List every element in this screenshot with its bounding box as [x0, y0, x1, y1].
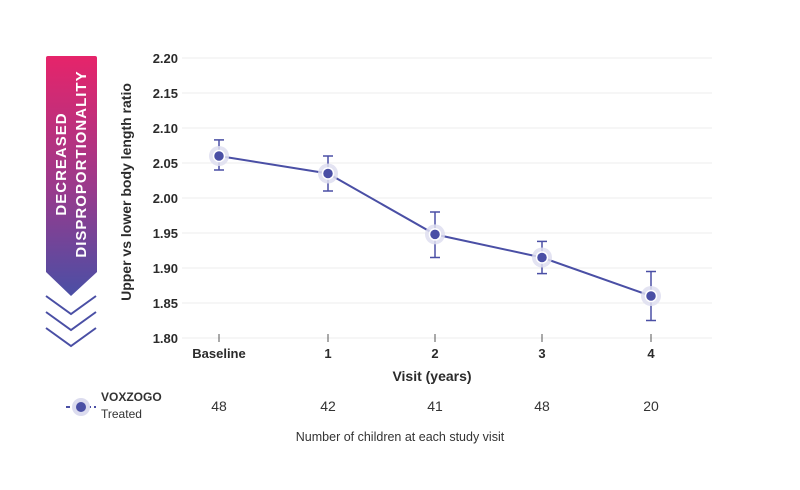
count-visit-4: 20 — [643, 398, 659, 414]
x-tick-label: Baseline — [192, 346, 245, 361]
y-tick-label: 2.15 — [153, 86, 178, 101]
y-tick-labels: 1.80 1.85 1.90 1.95 2.00 2.05 2.10 2.15 2.20 — [153, 51, 178, 346]
y-tick-label: 1.80 — [153, 331, 178, 346]
count-visit-1: 42 — [320, 398, 336, 414]
data-point — [535, 251, 549, 264]
arrow-body — [46, 56, 97, 296]
x-tick-label: 4 — [647, 346, 655, 361]
y-tick-label: 1.90 — [153, 261, 178, 276]
legend-label-line1: VOXZOGO — [101, 390, 162, 404]
decrease-arrow: DECREASED DISPROPORTIONALITY — [45, 56, 97, 348]
y-tick-label: 2.05 — [153, 156, 178, 171]
y-tick-label: 2.20 — [153, 51, 178, 66]
y-tick-label: 2.00 — [153, 191, 178, 206]
grid-lines — [182, 57, 712, 339]
chevron-down-icon — [45, 295, 97, 316]
count-visit-2: 41 — [427, 398, 443, 414]
counts-caption: Number of children at each study visit — [295, 430, 505, 444]
legend-marker — [76, 402, 86, 412]
data-point — [212, 149, 226, 163]
arrow-label-line2: DISPROPORTIONALITY — [73, 70, 90, 257]
counts-row: 48 42 41 48 20 — [0, 398, 800, 418]
legend-label-line2: Treated — [101, 407, 142, 421]
data-point — [644, 289, 658, 303]
count-visit-3: 48 — [534, 398, 550, 414]
y-tick-label: 1.95 — [153, 226, 178, 241]
y-tick-label: 2.10 — [153, 121, 178, 136]
x-axis-label: Visit (years) — [392, 368, 471, 384]
chevron-down-icon — [45, 311, 97, 332]
legend: VOXZOGO Treated — [66, 390, 162, 421]
chevron-down-icon — [45, 327, 97, 348]
data-point — [428, 228, 442, 241]
data-points — [209, 146, 661, 306]
x-tick-labels: Baseline 1 2 3 4 — [192, 334, 655, 361]
arrow-label-line1: DECREASED — [53, 112, 70, 215]
x-tick-label: 2 — [431, 346, 438, 361]
x-tick-label: 1 — [324, 346, 331, 361]
data-point — [321, 167, 335, 180]
count-baseline: 48 — [211, 398, 227, 414]
y-tick-label: 1.85 — [153, 296, 178, 311]
x-tick-label: 3 — [538, 346, 545, 361]
y-axis-label: Upper vs lower body length ratio — [118, 83, 134, 301]
